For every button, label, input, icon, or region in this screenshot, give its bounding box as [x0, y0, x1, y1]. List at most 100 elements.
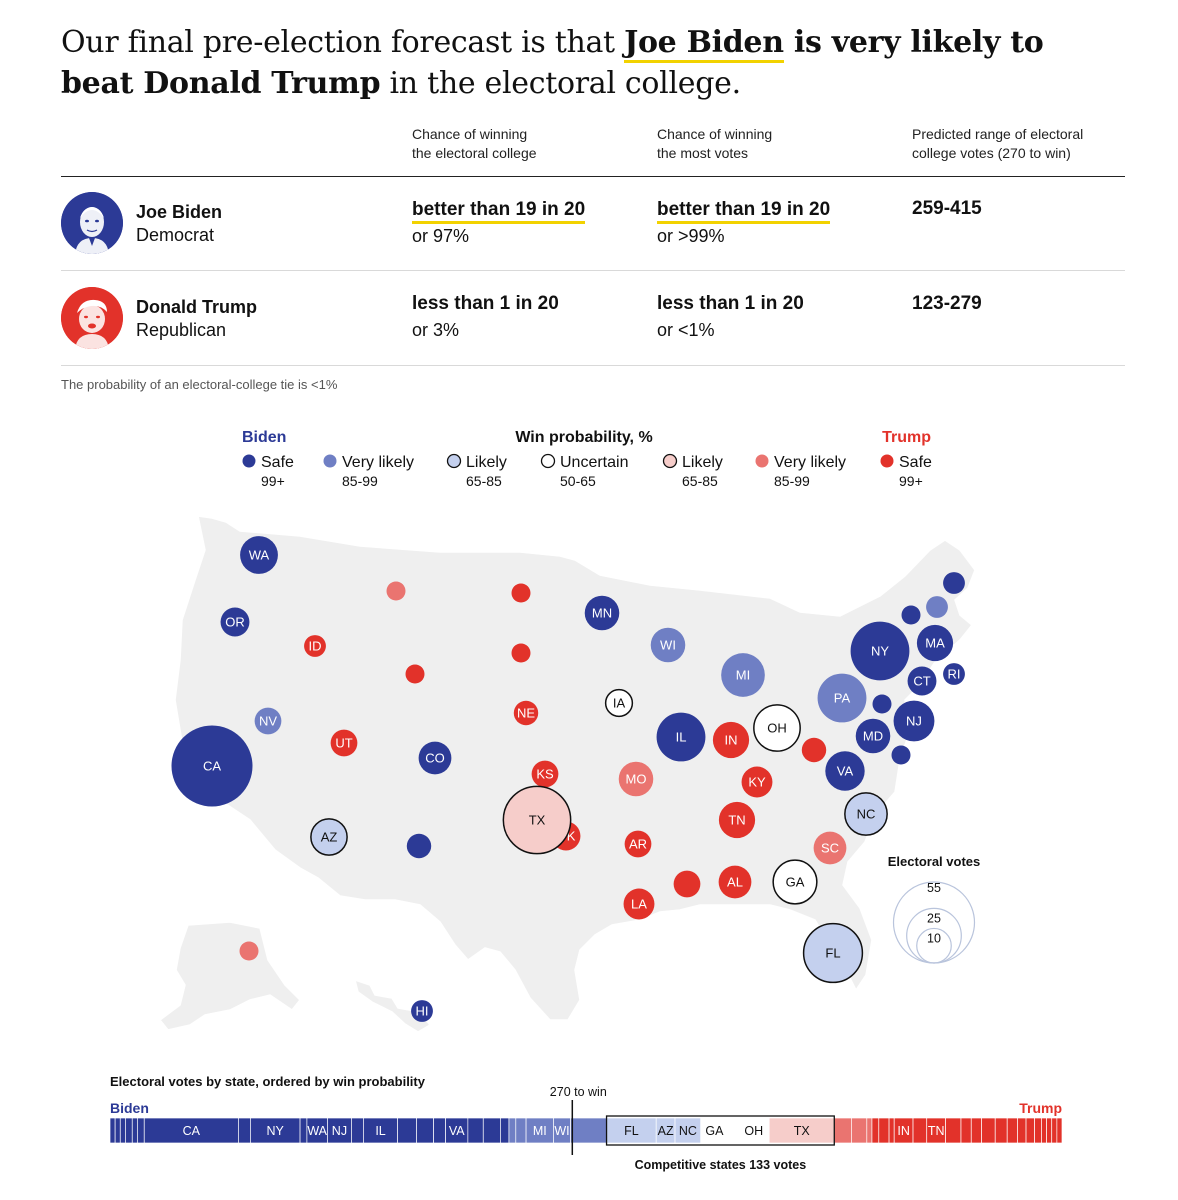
bar-segment — [945, 1117, 962, 1144]
state-bubble-unlabeled-47 — [926, 596, 948, 618]
biden-ec-chance: better than 19 in 20 — [412, 200, 586, 224]
bar-segment-label: TX — [794, 1124, 811, 1138]
bar-segment — [912, 1117, 928, 1144]
state-label: WA — [249, 548, 270, 563]
legend-item-label: Safe — [261, 454, 294, 471]
tie-note: The probability of an electoral-college … — [61, 377, 338, 392]
state-label: WI — [660, 638, 676, 653]
state-label: NV — [259, 714, 277, 729]
state-bubble-md — [855, 718, 891, 754]
legend-item-label: Very likely — [774, 454, 846, 471]
hawaii-shape — [353, 978, 432, 1033]
state-label: IL — [676, 730, 687, 745]
state-bubble-oh — [753, 704, 801, 752]
state-bubble-ri — [943, 663, 965, 685]
legend-item-label: Likely — [682, 454, 723, 471]
bar-segment — [238, 1117, 251, 1144]
size-legend-value: 25 — [927, 911, 941, 925]
bar-segment-label: NY — [267, 1124, 285, 1138]
bar-segment — [351, 1117, 364, 1144]
forecast-visual: Biden Win probability, % Trump Safe 99+ Ve… — [109, 429, 1063, 1172]
biden-pop-chance: better than 19 in 20 — [657, 200, 831, 224]
bar-segment — [738, 1117, 770, 1144]
state-bubble-sc — [813, 831, 847, 865]
bar-segment — [878, 1117, 890, 1144]
state-label: CT — [913, 674, 930, 689]
state-bubble-wi — [650, 627, 686, 663]
biden-ev-range: 259-415 — [912, 198, 982, 219]
state-bubble-unlabeled-29 — [673, 870, 701, 898]
competitive-states-label: Competitive states 133 votes — [635, 1158, 807, 1172]
bar-segment — [515, 1117, 527, 1144]
electoral-votes-size-legend: Electoral votes 55 25 10 — [888, 854, 980, 964]
legend-swatch — [662, 453, 678, 469]
bar-segments: CA NY WA NJ IL VA MI WI FL AZ NC GA OH TX IN TN — [109, 1100, 1063, 1155]
bar-segment-label: GA — [705, 1124, 724, 1138]
state-label: PA — [834, 691, 851, 706]
state-bubble-unlabeled-41 — [891, 745, 911, 765]
bar-segment — [606, 1117, 657, 1144]
bar-segment-label: CA — [183, 1124, 201, 1138]
headline-part1: Our final pre-election forecast is that — [61, 25, 625, 60]
bar-segment — [397, 1117, 417, 1144]
bar-segment — [970, 1117, 982, 1144]
state-label: VA — [837, 764, 854, 779]
bar-segment — [109, 1117, 116, 1144]
trump-party: Republican — [136, 320, 227, 340]
bar-segment — [131, 1117, 138, 1144]
biden-name: Joe Biden — [136, 202, 223, 222]
state-label: TN — [728, 813, 745, 828]
bar-segment — [467, 1117, 484, 1144]
legend-item-range: 85-99 — [342, 473, 378, 489]
state-bubble-in — [712, 721, 750, 759]
state-label: MA — [925, 636, 945, 651]
state-label: CO — [425, 751, 445, 766]
state-bubble-az — [310, 818, 348, 856]
bar-segment — [1006, 1117, 1018, 1144]
legend-swatch — [755, 454, 769, 468]
headline-biden: Joe Biden — [624, 25, 784, 63]
state-bubble-unlabeled-11 — [511, 583, 531, 603]
state-label: KY — [748, 775, 766, 790]
state-label: MO — [626, 772, 647, 787]
trump-pop-chance: less than 1 in 20 — [657, 293, 804, 314]
state-bubble-ky — [741, 766, 773, 798]
table-bottom-rule — [61, 365, 1125, 366]
legend-item-label: Uncertain — [560, 454, 628, 471]
legend-swatch — [880, 454, 894, 468]
probability-legend: Biden Win probability, % Trump Safe 99+ Ve… — [242, 429, 932, 489]
bar-segment-label: WA — [307, 1124, 327, 1138]
legend-swatch — [323, 454, 337, 468]
biden-ec-percent: or 97% — [412, 226, 470, 246]
bar-segment — [119, 1117, 126, 1144]
trump-pop-percent: or <1% — [657, 320, 715, 340]
trump-ec-chance: less than 1 in 20 — [412, 293, 559, 314]
table-header-rule — [61, 176, 1125, 177]
state-bubble-tx — [502, 785, 572, 855]
trump-name-block: Donald Trump Republican — [136, 296, 257, 342]
state-bubble-unlabeled-40 — [872, 694, 892, 714]
biden-name-block: Joe Biden Democrat — [136, 201, 222, 247]
state-label: LA — [631, 897, 647, 912]
legend-trump-label: Trump — [882, 429, 931, 446]
bar-segment — [851, 1117, 868, 1144]
bar-segment — [1051, 1117, 1058, 1144]
state-bubble-ia — [604, 688, 634, 718]
state-label: MI — [736, 668, 750, 683]
state-label: FL — [825, 946, 840, 961]
bar-segment-label: NJ — [332, 1124, 347, 1138]
state-bubble-mn — [584, 595, 620, 631]
state-bubble-ks — [531, 760, 559, 788]
state-label: TX — [529, 813, 546, 828]
biden-party: Democrat — [136, 225, 215, 245]
state-label: IN — [725, 733, 738, 748]
state-bubble-al — [718, 865, 752, 899]
bar-segment — [433, 1117, 446, 1144]
state-bubble-pa — [817, 673, 867, 723]
bar-segment — [1046, 1117, 1053, 1144]
bar-segment — [525, 1117, 554, 1144]
state-bubble-tn — [718, 801, 756, 839]
state-label: NE — [517, 706, 535, 721]
bar-segment — [994, 1117, 1008, 1144]
ev-bar-chart: Electoral votes by state, ordered by win… — [109, 1074, 1063, 1172]
